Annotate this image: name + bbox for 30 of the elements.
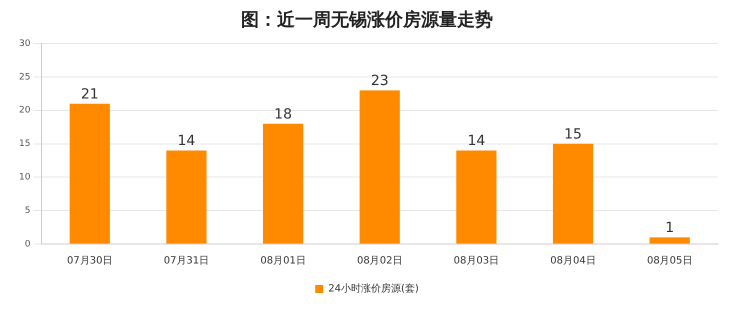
data-label: 23 [370, 73, 389, 89]
y-tick-label: 15 [19, 139, 30, 150]
y-tick-label: 25 [19, 72, 30, 82]
bar [262, 124, 304, 244]
legend-label: 24小时涨价房源(套) [328, 282, 419, 295]
bar [166, 150, 207, 244]
x-tick-label: 08月04日 [550, 256, 596, 267]
data-label: 21 [80, 86, 99, 102]
bar [552, 144, 594, 244]
bar [360, 90, 400, 244]
y-tick-label: 5 [24, 206, 30, 216]
y-tick-label: 20 [19, 106, 31, 116]
y-tick-label: 10 [19, 172, 31, 183]
data-label: 15 [564, 126, 582, 142]
y-tick-label: 0 [24, 239, 31, 250]
bar [456, 150, 496, 244]
y-tick-label: 30 [19, 38, 31, 49]
data-label: 14 [178, 133, 196, 150]
x-tick-label: 07月30日 [67, 256, 113, 267]
data-label: 14 [467, 133, 486, 150]
bar [70, 104, 110, 244]
bar [650, 237, 690, 244]
data-label: 18 [274, 106, 292, 122]
chart-title: 图：近一周无锡涨价房源量走势 [241, 9, 493, 30]
x-tick-label: 08月05日 [646, 256, 692, 267]
x-tick-label: 07月31日 [164, 256, 210, 267]
x-tick-label: 08月03日 [454, 256, 500, 267]
x-tick-label: 08月01日 [260, 256, 306, 267]
x-tick-label: 08月02日 [357, 256, 402, 267]
data-label: 1 [665, 220, 674, 236]
